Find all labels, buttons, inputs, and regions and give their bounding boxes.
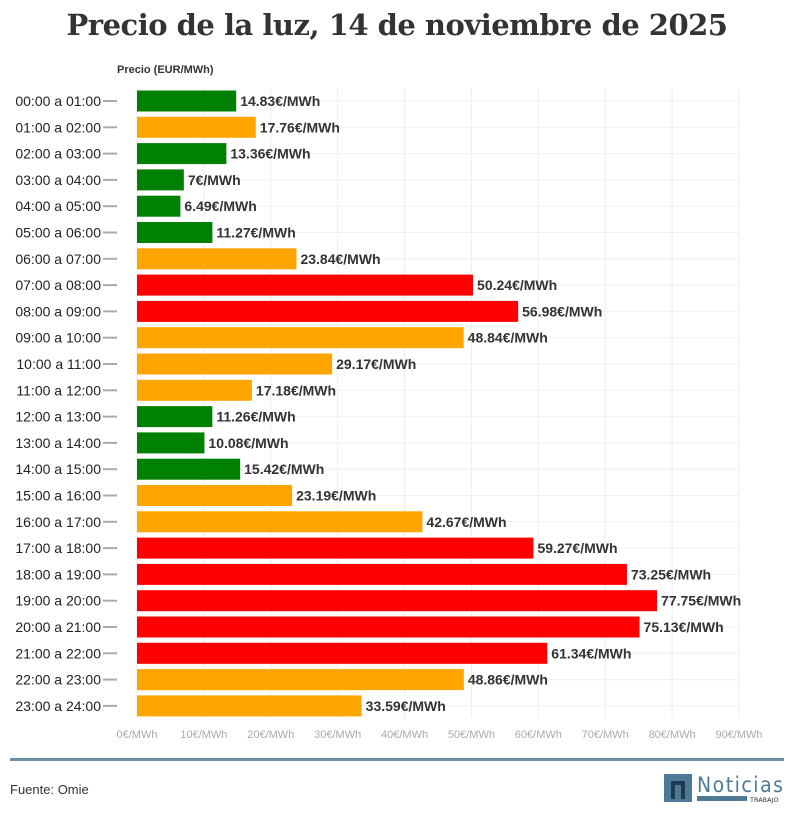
bar — [137, 616, 640, 638]
x-tick-label: 70€/MWh — [582, 729, 629, 741]
noticias-trabajo-logo: Noticias TRABAJO — [664, 773, 783, 804]
x-tick-label: 20€/MWh — [247, 729, 294, 741]
y-tick-label: 04:00 a 05:00 — [15, 198, 101, 214]
x-tick-label: 40€/MWh — [381, 729, 428, 741]
data-label: 13.36€/MWh — [230, 146, 310, 162]
y-tick-label: 21:00 a 22:00 — [15, 645, 101, 661]
x-tick-label: 10€/MWh — [180, 729, 227, 741]
data-label: 73.25€/MWh — [631, 566, 711, 582]
x-tick-label: 0€/MWh — [117, 729, 158, 741]
data-label: 56.98€/MWh — [522, 303, 602, 319]
x-tick-label: 90€/MWh — [715, 729, 762, 741]
bar — [137, 485, 293, 506]
y-tick-label: 22:00 a 23:00 — [15, 672, 101, 688]
bar — [137, 274, 474, 296]
y-tick-label: 03:00 a 04:00 — [15, 172, 101, 188]
y-tick-label: 13:00 a 14:00 — [15, 435, 101, 451]
data-label: 75.13€/MWh — [644, 619, 724, 635]
data-label: 42.67€/MWh — [426, 514, 506, 530]
y-tick-label: 18:00 a 19:00 — [15, 566, 101, 582]
data-label: 48.86€/MWh — [468, 672, 548, 688]
bar — [137, 590, 658, 612]
bar — [137, 695, 362, 717]
bar — [137, 458, 241, 480]
data-label: 6.49€/MWh — [184, 198, 256, 214]
y-tick-label: 12:00 a 13:00 — [15, 409, 101, 425]
y-tick-label: 05:00 a 06:00 — [15, 225, 101, 241]
bar — [137, 248, 297, 270]
bar — [137, 195, 181, 217]
y-tick-label: 02:00 a 03:00 — [15, 146, 101, 162]
bar — [137, 143, 227, 165]
chart-title: Precio de la luz, 14 de noviembre de 202… — [66, 8, 729, 42]
y-tick-label: 01:00 a 02:00 — [15, 119, 101, 135]
bar — [137, 300, 519, 322]
data-label: 23.84€/MWh — [300, 251, 380, 267]
y-tick-label: 00:00 a 01:00 — [15, 93, 101, 109]
data-label: 48.84€/MWh — [468, 330, 548, 346]
data-label: 11.27€/MWh — [216, 225, 295, 241]
x-tick-label: 60€/MWh — [515, 729, 562, 741]
data-label: 50.24€/MWh — [477, 277, 557, 293]
data-label: 17.18€/MWh — [256, 382, 336, 398]
data-label: 10.08€/MWh — [208, 435, 288, 451]
bar — [137, 563, 627, 585]
data-label: 14.83€/MWh — [240, 93, 320, 109]
bar-chart: Precio (EUR/MWh) 0€/MWh 10€/MWh 20€/MWh 30€/… — [15, 64, 762, 741]
source-note: Fuente: Omie — [10, 782, 89, 797]
divider — [10, 758, 784, 761]
y-tick-label: 15:00 a 16:00 — [15, 488, 101, 504]
y-tick-label: 20:00 a 21:00 — [15, 619, 101, 635]
bar — [137, 353, 333, 375]
x-tick-label: 80€/MWh — [649, 729, 696, 741]
y-tick-label: 07:00 a 08:00 — [15, 277, 101, 293]
svg-text:Noticias: Noticias — [697, 773, 783, 797]
bar — [137, 90, 237, 112]
bar — [137, 511, 423, 533]
y-axis-title: Precio (EUR/MWh) — [117, 64, 214, 76]
data-label: 15.42€/MWh — [244, 461, 324, 477]
y-tick-label: 17:00 a 18:00 — [15, 540, 101, 556]
data-label: 23.19€/MWh — [296, 488, 376, 504]
x-tick-label: 50€/MWh — [448, 729, 495, 741]
bar — [137, 432, 205, 454]
bar — [137, 642, 548, 664]
y-tick-label: 09:00 a 10:00 — [15, 330, 101, 346]
y-tick-label: 11:00 a 12:00 — [16, 382, 101, 398]
data-label: 61.34€/MWh — [551, 645, 631, 661]
bar — [137, 669, 464, 691]
data-label: 29.17€/MWh — [336, 356, 416, 372]
y-tick-label: 19:00 a 20:00 — [15, 593, 101, 609]
data-label: 59.27€/MWh — [537, 540, 617, 556]
data-label: 33.59€/MWh — [366, 698, 446, 714]
bar — [137, 116, 256, 138]
y-tick-label: 16:00 a 17:00 — [15, 514, 101, 530]
bar — [137, 379, 252, 401]
bar — [137, 327, 464, 349]
data-label: 77.75€/MWh — [661, 593, 741, 609]
y-tick-label: 08:00 a 09:00 — [15, 303, 101, 319]
bar — [137, 406, 213, 428]
svg-text:TRABAJO: TRABAJO — [749, 796, 779, 804]
y-tick-label: 14:00 a 15:00 — [15, 461, 101, 477]
y-tick-label: 10:00 a 11:00 — [16, 356, 101, 372]
data-label: 11.26€/MWh — [216, 409, 295, 425]
x-tick-label: 30€/MWh — [314, 729, 361, 741]
data-label: 17.76€/MWh — [260, 119, 340, 135]
bar — [137, 222, 213, 243]
y-tick-label: 23:00 a 24:00 — [15, 698, 101, 714]
bar — [137, 537, 534, 559]
data-label: 7€/MWh — [188, 172, 241, 188]
bar — [137, 169, 184, 191]
y-tick-label: 06:00 a 07:00 — [15, 251, 101, 267]
